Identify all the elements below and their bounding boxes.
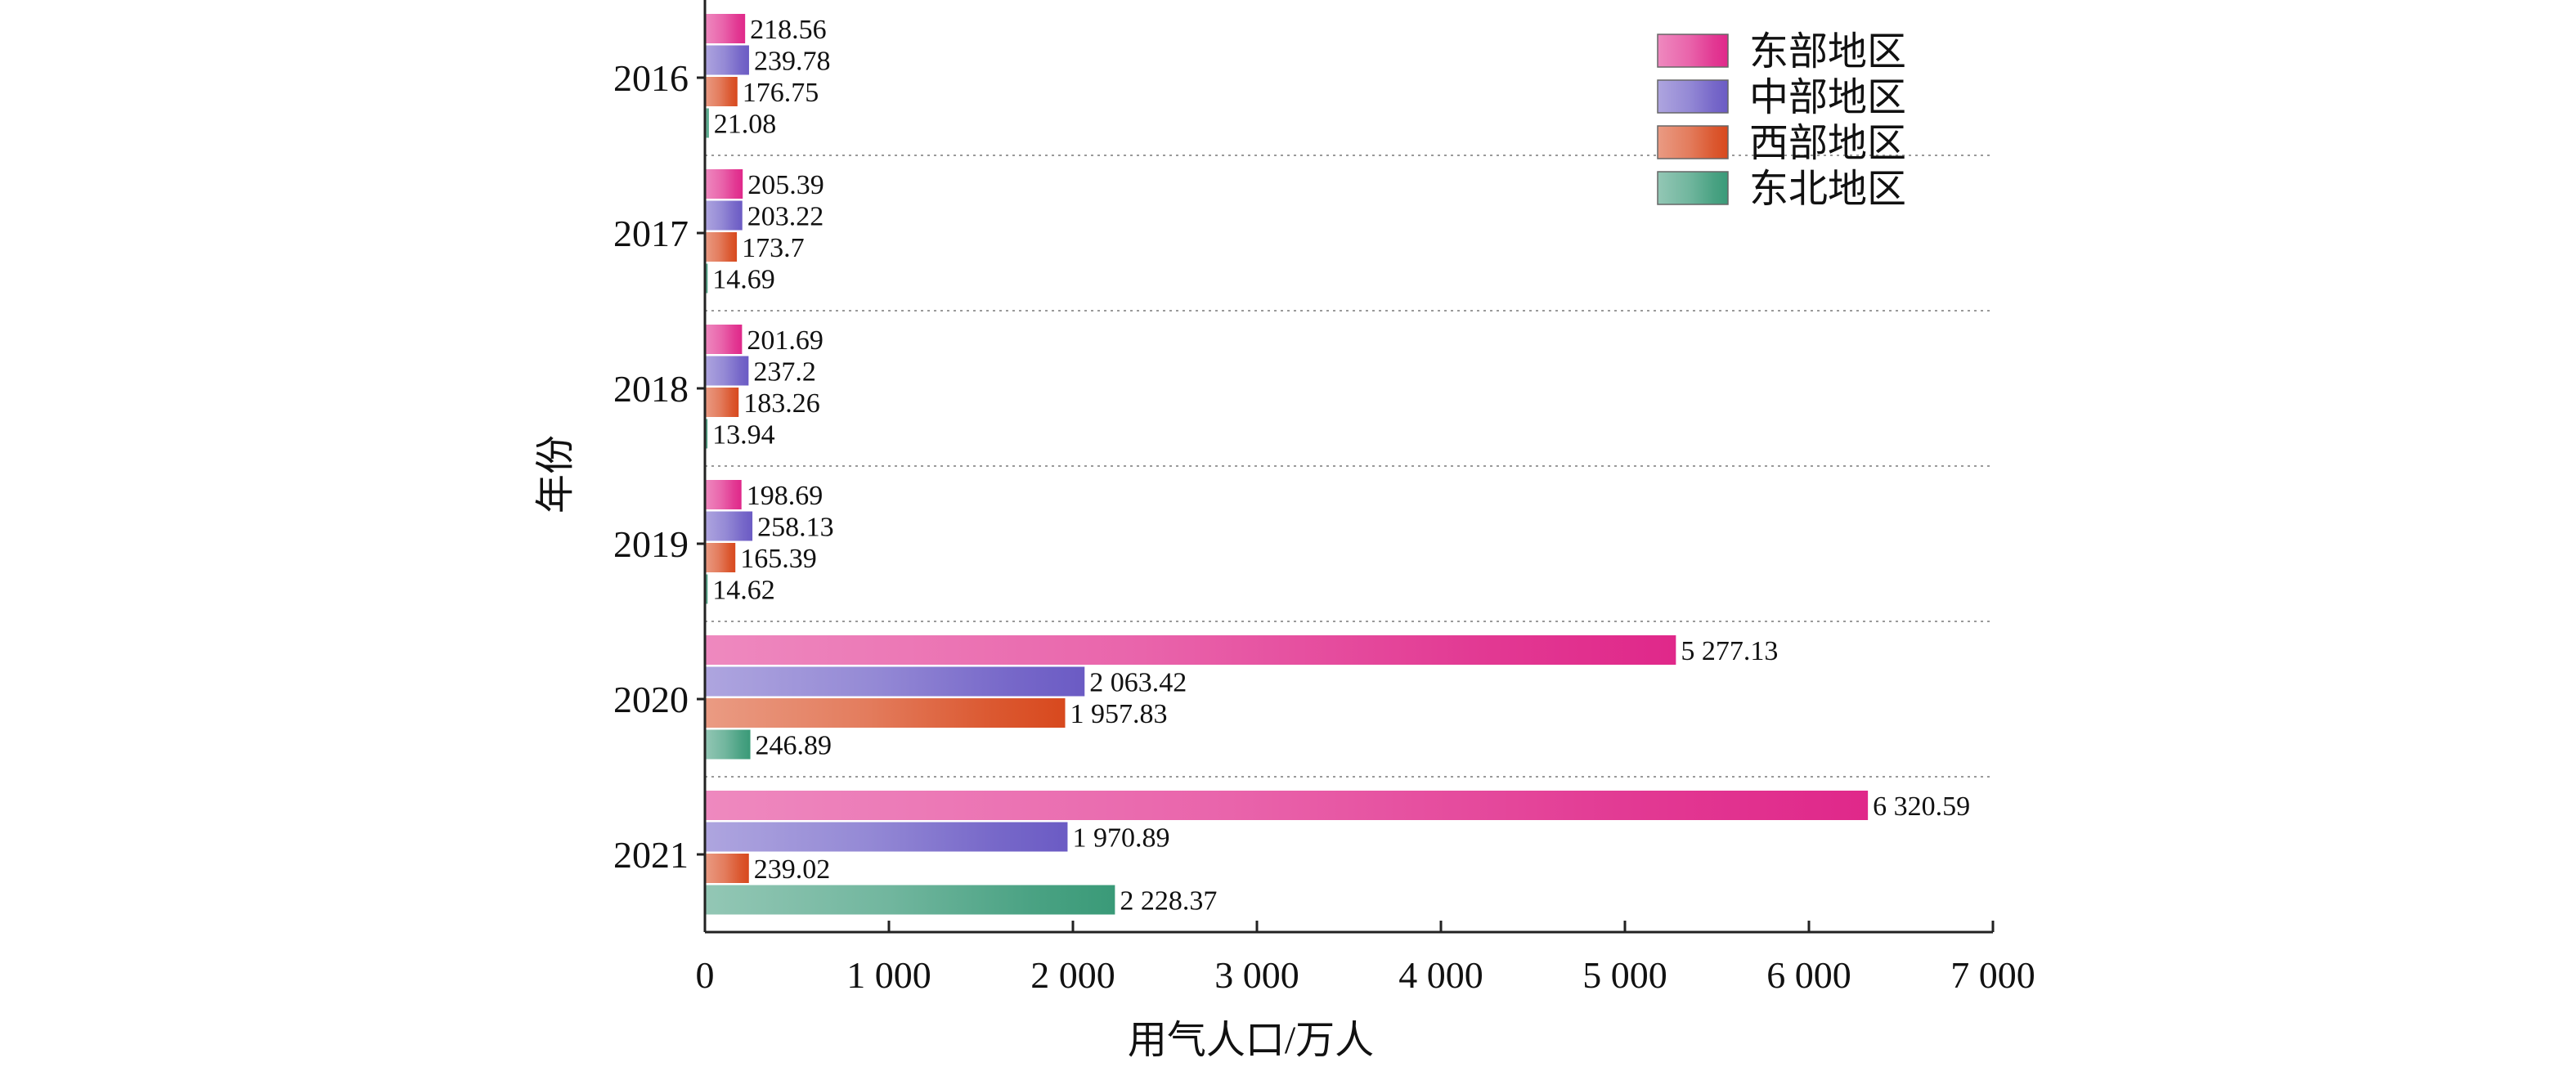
bar-2020-3 <box>705 698 1066 728</box>
bar-2019-3 <box>705 543 736 572</box>
data-label: 239.02 <box>754 854 831 885</box>
y-tick-label: 2020 <box>613 679 689 720</box>
data-label: 1 970.89 <box>1072 823 1169 854</box>
bar-2017-4 <box>705 263 708 294</box>
legend-label: 东部地区 <box>1749 30 1906 74</box>
legend-swatch <box>1657 125 1729 159</box>
legend-swatch <box>1657 171 1729 205</box>
data-label: 2 063.42 <box>1089 668 1187 698</box>
y-tick-labels: 2016 2017 2018 2019 2020 2021 <box>613 57 689 876</box>
bar-2016-3 <box>705 77 738 106</box>
data-label: 183.26 <box>743 388 820 419</box>
data-label: 2 228.37 <box>1120 886 1217 917</box>
data-label: 13.94 <box>712 420 775 451</box>
data-label: 176.75 <box>743 78 819 108</box>
x-tick-label: 4 000 <box>1398 954 1483 996</box>
bar-2018-1 <box>705 325 743 354</box>
bar-2019-1 <box>705 480 742 509</box>
y-axis-title: 年份 <box>534 435 577 513</box>
x-tick-label: 0 <box>696 954 715 996</box>
x-tick-label: 1 000 <box>846 954 931 996</box>
bar-2018-2 <box>705 356 749 386</box>
bar-2020-4 <box>705 729 751 760</box>
bar-2019-2 <box>705 511 753 541</box>
data-label: 165.39 <box>740 544 817 574</box>
data-label: 198.69 <box>747 481 824 511</box>
data-label: 203.22 <box>747 202 824 232</box>
x-tick-label: 2 000 <box>1030 954 1115 996</box>
bar-2021-2 <box>705 822 1068 852</box>
x-tick-label: 6 000 <box>1766 954 1851 996</box>
data-label: 246.89 <box>756 731 832 761</box>
legend-label: 东北地区 <box>1749 168 1906 211</box>
y-tick-label: 2017 <box>613 213 689 254</box>
bar-2016-1 <box>705 14 746 43</box>
x-axis-title: 用气人口/万人 <box>1128 1019 1374 1062</box>
legend-label: 西部地区 <box>1749 122 1906 165</box>
data-label: 173.7 <box>742 233 805 263</box>
bar-2017-3 <box>705 232 738 262</box>
data-label: 21.08 <box>714 110 777 140</box>
bar-2020-1 <box>705 635 1676 665</box>
data-label: 258.13 <box>757 513 834 543</box>
bars <box>705 14 1869 915</box>
data-label: 14.62 <box>712 576 775 606</box>
data-label: 218.56 <box>750 15 827 45</box>
bar-2021-4 <box>705 885 1115 915</box>
axes <box>697 0 1995 934</box>
bar-2017-2 <box>705 200 743 231</box>
data-label: 6 320.59 <box>1873 791 1970 822</box>
bar-2021-1 <box>705 791 1869 820</box>
legend-label: 中部地区 <box>1749 76 1906 119</box>
bar-2021-3 <box>705 854 749 883</box>
bar-2018-4 <box>705 419 708 449</box>
x-tick-label: 5 000 <box>1582 954 1667 996</box>
data-label: 201.69 <box>747 325 824 356</box>
data-label: 5 277.13 <box>1681 636 1778 666</box>
y-tick-label: 2018 <box>613 368 689 410</box>
data-label: 237.2 <box>753 357 816 388</box>
bar-2016-2 <box>705 45 749 75</box>
legend-swatch <box>1657 34 1729 68</box>
y-tick-label: 2019 <box>613 523 689 565</box>
x-tick-label: 7 000 <box>1950 954 2035 996</box>
bar-2020-2 <box>705 666 1085 697</box>
bar-2019-4 <box>705 574 708 604</box>
x-tick-labels: 0 1 000 2 000 3 000 4 000 5 000 6 000 7 000 <box>696 954 2035 996</box>
bar-2016-4 <box>705 108 709 138</box>
data-label: 14.69 <box>712 265 775 295</box>
group-separators <box>705 155 1993 778</box>
bar-2017-1 <box>705 169 743 199</box>
data-label: 1 957.83 <box>1070 699 1168 729</box>
bar-2018-3 <box>705 388 739 417</box>
y-tick-label: 2016 <box>613 57 689 99</box>
x-tick-label: 3 000 <box>1214 954 1299 996</box>
data-label: 239.78 <box>754 47 831 77</box>
legend-swatch <box>1657 79 1729 114</box>
y-tick-label: 2021 <box>613 834 689 876</box>
data-label: 205.39 <box>747 170 824 200</box>
